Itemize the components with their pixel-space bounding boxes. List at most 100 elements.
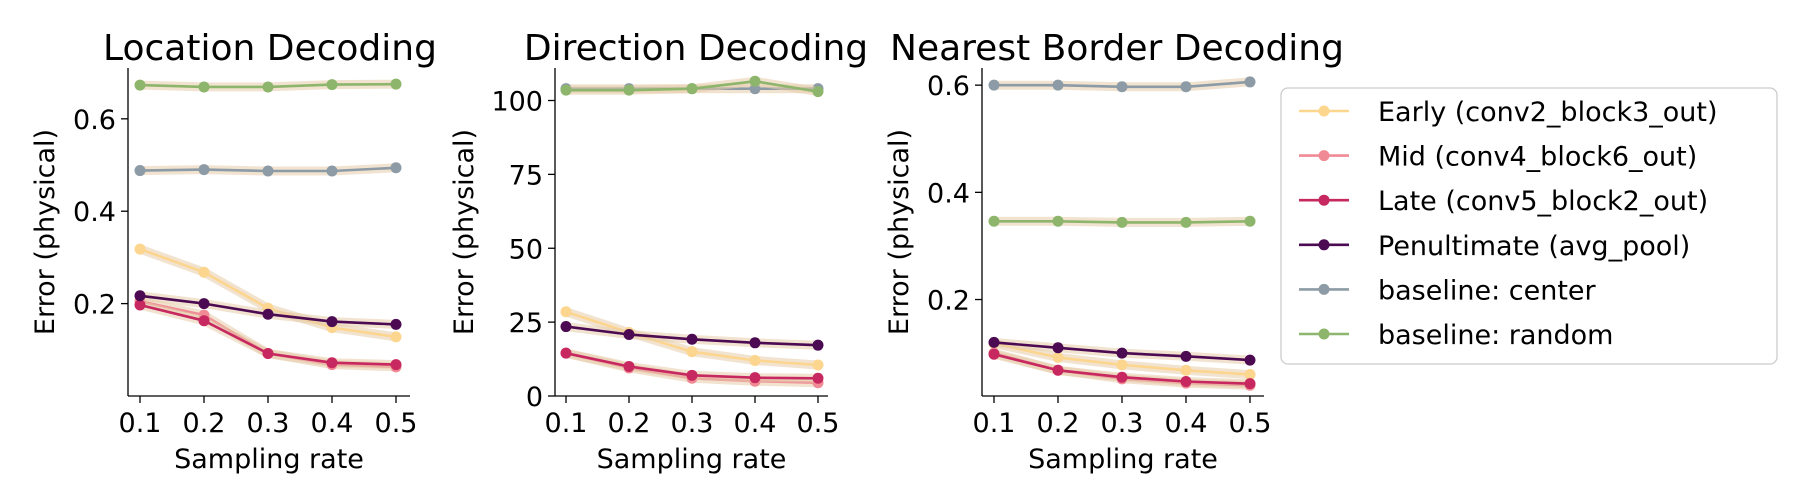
data-point bbox=[1180, 216, 1192, 228]
data-point bbox=[812, 359, 824, 371]
nearest-border-decoding-panel: Nearest Border Decoding 0.1 0.2 0.3 0.4 0.5 0.… bbox=[884, 28, 1344, 475]
data-point bbox=[1180, 364, 1192, 376]
data-point bbox=[390, 318, 402, 330]
data-point bbox=[623, 360, 635, 372]
y-axis-label: Error (physical) bbox=[449, 129, 480, 335]
data-point bbox=[623, 329, 635, 341]
data-point bbox=[988, 79, 1000, 91]
data-point bbox=[988, 336, 1000, 348]
data-point bbox=[1052, 79, 1064, 91]
direction-decoding-panel: Direction Decoding 0.1 0.2 0.3 0.4 0.5 0 25 50 75… bbox=[449, 28, 868, 475]
data-point bbox=[560, 321, 572, 333]
x-axis-label: Sampling rate bbox=[174, 444, 364, 475]
data-point bbox=[560, 347, 572, 359]
data-point bbox=[390, 162, 402, 174]
panel-title: Nearest Border Decoding bbox=[890, 28, 1344, 69]
data-point bbox=[749, 337, 761, 349]
series-baseline-random bbox=[560, 75, 824, 98]
series-penultimate-avg-pool bbox=[134, 290, 402, 330]
data-point bbox=[1052, 215, 1064, 227]
data-point bbox=[988, 348, 1000, 360]
data-point bbox=[134, 165, 146, 177]
legend-swatch-marker bbox=[1318, 328, 1330, 340]
panel-title: Direction Decoding bbox=[524, 28, 868, 69]
y-axis-label: Error (physical) bbox=[30, 129, 61, 335]
data-point bbox=[749, 75, 761, 87]
x-tick-label: 0.3 bbox=[671, 408, 714, 439]
x-tick-label: 0.5 bbox=[375, 408, 418, 439]
data-point bbox=[390, 331, 402, 343]
data-point bbox=[134, 299, 146, 311]
data-point bbox=[1052, 342, 1064, 354]
x-tick-label: 0.2 bbox=[1037, 408, 1080, 439]
data-point bbox=[623, 84, 635, 96]
data-point bbox=[134, 290, 146, 302]
legend-entry-early-conv2-block3-out: Early (conv2_block3_out) bbox=[1299, 97, 1718, 128]
data-point bbox=[326, 165, 338, 177]
data-point bbox=[262, 347, 274, 359]
legend: Early (conv2_block3_out) Mid (conv4_block… bbox=[1280, 87, 1778, 365]
data-point bbox=[390, 359, 402, 371]
data-point bbox=[198, 81, 210, 93]
data-point bbox=[198, 164, 210, 176]
panel-title: Location Decoding bbox=[103, 28, 437, 69]
data-point bbox=[988, 215, 1000, 227]
legend-label: baseline: center bbox=[1378, 275, 1597, 306]
x-axis-label: Sampling rate bbox=[1028, 444, 1218, 475]
x-tick-label: 0.5 bbox=[1229, 408, 1272, 439]
data-point bbox=[198, 315, 210, 327]
data-point bbox=[749, 372, 761, 384]
legend-entry-mid-conv4-block6-out: Mid (conv4_block6_out) bbox=[1299, 142, 1697, 173]
data-point bbox=[1116, 81, 1128, 93]
y-tick-label: 0.6 bbox=[73, 105, 116, 136]
y-tick-label: 0.2 bbox=[927, 286, 970, 317]
series-early-conv2-block3-out bbox=[134, 243, 402, 343]
legend-swatch-marker bbox=[1318, 239, 1330, 251]
data-point bbox=[1116, 359, 1128, 371]
x-axis-label: Sampling rate bbox=[597, 444, 787, 475]
x-tick-label: 0.3 bbox=[247, 408, 290, 439]
data-point bbox=[686, 83, 698, 95]
y-tick-label: 50 bbox=[509, 234, 543, 265]
data-point bbox=[1052, 351, 1064, 363]
data-point bbox=[134, 79, 146, 91]
data-point bbox=[1244, 215, 1256, 227]
data-point bbox=[560, 306, 572, 318]
data-point bbox=[686, 333, 698, 345]
data-point bbox=[1180, 376, 1192, 388]
series-late-conv5-block2-out bbox=[560, 347, 824, 384]
data-point bbox=[749, 355, 761, 367]
data-point bbox=[1180, 81, 1192, 93]
legend-swatch-marker bbox=[1318, 283, 1330, 295]
y-tick-label: 0.2 bbox=[73, 290, 116, 321]
legend-label: Mid (conv4_block6_out) bbox=[1378, 142, 1697, 173]
data-point bbox=[686, 346, 698, 358]
y-tick-label: 0 bbox=[526, 382, 543, 413]
data-point bbox=[262, 165, 274, 177]
data-point bbox=[812, 86, 824, 98]
x-tick-label: 0.4 bbox=[311, 408, 354, 439]
data-point bbox=[1244, 369, 1256, 381]
legend-entry-late-conv5-block2-out: Late (conv5_block2_out) bbox=[1299, 186, 1708, 217]
series-baseline-center bbox=[988, 76, 1256, 93]
x-tick-label: 0.3 bbox=[1101, 408, 1144, 439]
legend-swatch-marker bbox=[1318, 194, 1330, 206]
series-penultimate-avg-pool bbox=[988, 336, 1256, 366]
x-tick-label: 0.1 bbox=[119, 408, 162, 439]
data-point bbox=[326, 357, 338, 369]
data-point bbox=[1244, 354, 1256, 366]
data-point bbox=[390, 78, 402, 90]
legend-entry-baseline-center: baseline: center bbox=[1299, 275, 1597, 306]
x-tick-label: 0.2 bbox=[608, 408, 651, 439]
x-tick-label: 0.1 bbox=[973, 408, 1016, 439]
data-point bbox=[1116, 371, 1128, 383]
data-point bbox=[686, 369, 698, 381]
series-late-conv5-block2-out bbox=[134, 299, 402, 371]
data-point bbox=[1116, 216, 1128, 228]
legend-label: baseline: random bbox=[1378, 320, 1614, 351]
data-point bbox=[326, 79, 338, 91]
series-baseline-center bbox=[134, 162, 402, 177]
series-baseline-random bbox=[988, 215, 1256, 228]
legend-label: Late (conv5_block2_out) bbox=[1378, 186, 1708, 217]
